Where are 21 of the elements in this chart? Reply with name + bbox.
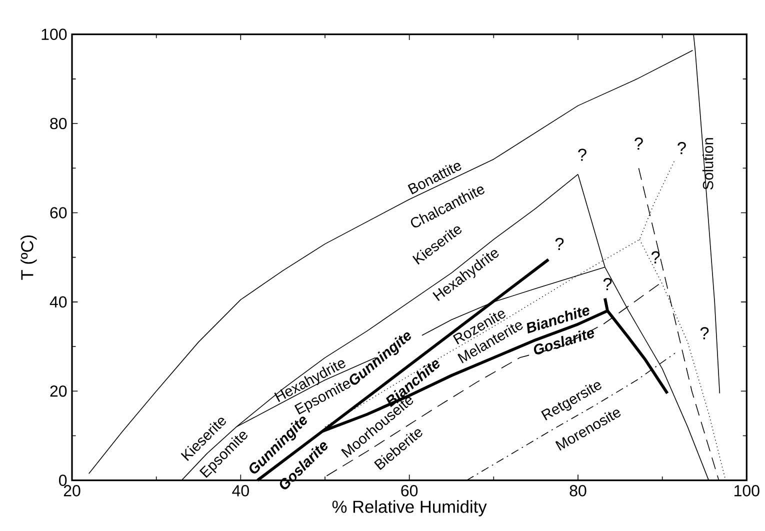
x-tick-label: 20 [64,485,80,496]
annotation: ? [678,142,686,154]
y-tick-label: 0 [59,474,67,486]
annotation: ? [700,327,709,340]
y-tick-label: 20 [50,385,67,397]
annotation: ? [555,238,564,250]
x-axis-title: % Relative Humidity [332,500,487,516]
x-tick-label: 100 [734,485,760,496]
y-tick-label: 80 [50,118,67,130]
annotation: ? [651,251,660,264]
annotation: ? [578,148,586,161]
annotation: Solution [702,138,714,190]
annotation: ? [603,278,612,290]
annotation: ? [634,138,643,150]
y-tick-label: 60 [50,207,67,218]
x-tick-label: 80 [570,485,586,496]
y-tick-label: 40 [50,296,67,308]
y-tick-label: 100 [42,28,67,40]
x-tick-label: 60 [401,485,418,496]
x-tick-label: 40 [232,485,249,496]
y-axis-title: T (ºC) [20,236,37,280]
